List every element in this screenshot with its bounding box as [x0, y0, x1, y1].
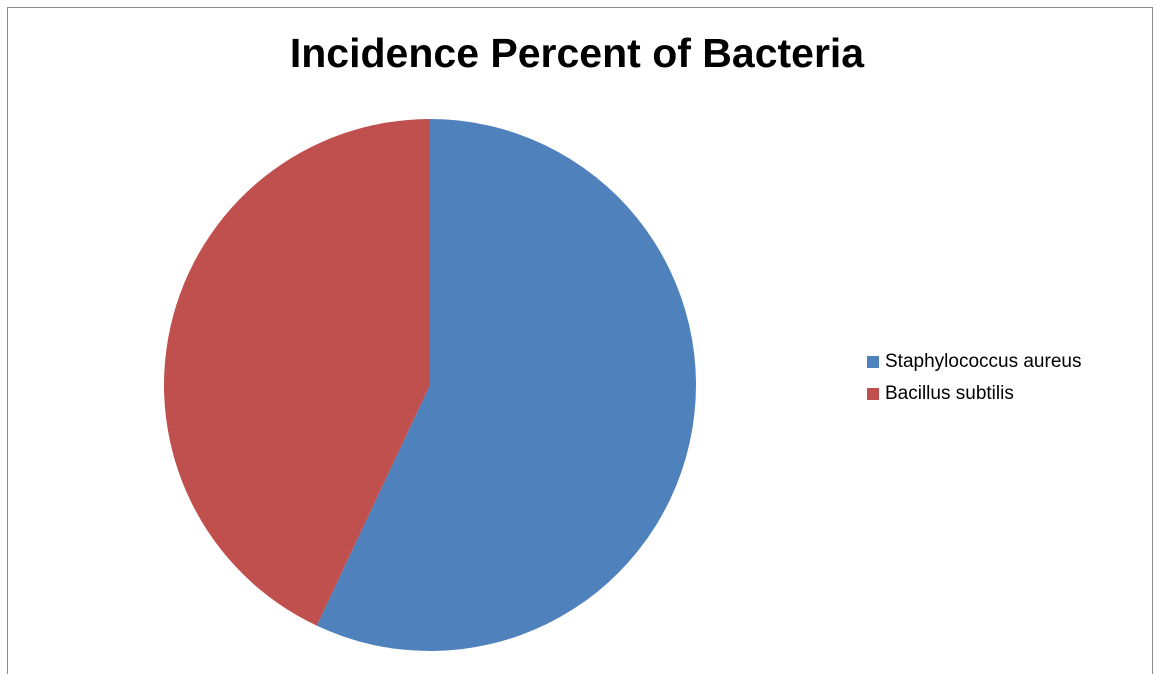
legend-swatch	[867, 356, 879, 368]
chart-title: Incidence Percent of Bacteria	[289, 30, 865, 76]
legend-item: Bacillus subtilis	[867, 378, 1081, 410]
legend-item: Staphylococcus aureus	[867, 346, 1081, 378]
pie-slice-bacillus-subtilis	[163, 119, 430, 626]
pie-slice-staphylococcus-aureus	[316, 119, 696, 651]
legend-swatch	[867, 388, 879, 400]
legend-label: Staphylococcus aureus	[885, 351, 1082, 372]
chart-legend: Staphylococcus aureus Bacillus subtilis	[867, 346, 1081, 410]
legend-label: Bacillus subtilis	[885, 383, 1014, 404]
